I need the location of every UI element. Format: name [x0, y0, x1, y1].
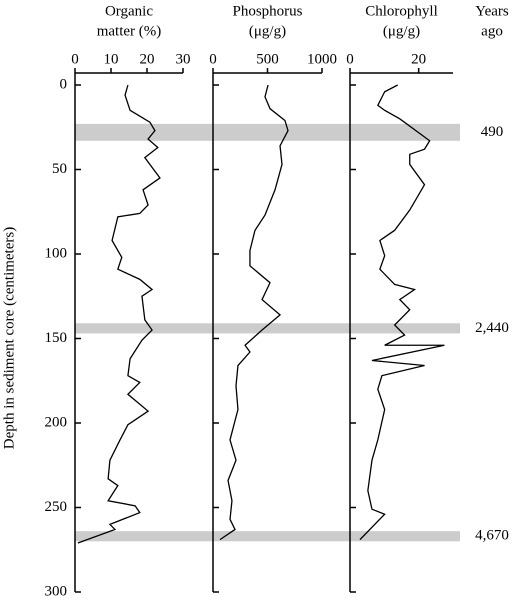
y-tick-label: 250 [45, 499, 68, 515]
band [75, 323, 460, 334]
bands-title: ago [481, 23, 503, 39]
band [75, 123, 460, 141]
data-line [359, 84, 445, 541]
data-line [77, 84, 161, 544]
band-label: 2,440 [475, 320, 509, 336]
y-tick-label: 150 [45, 330, 68, 346]
band-label: 490 [481, 124, 504, 140]
x-tick-label: 20 [411, 51, 426, 67]
x-tick-label: 0 [209, 51, 217, 67]
x-tick-label: 0 [346, 51, 354, 67]
x-tick-label: 10 [104, 51, 119, 67]
bands-title: Years [475, 3, 509, 19]
panel-title: Organic [105, 3, 153, 19]
panel-title: Chlorophyll [365, 3, 438, 19]
y-tick-label: 50 [52, 161, 67, 177]
y-axis-label: Depth in sediment core (centimeters) [1, 227, 17, 449]
panel-title: Phosphorus [232, 3, 302, 19]
panel-title: (μg/g) [383, 23, 420, 39]
data-line [219, 84, 289, 541]
band-label: 4,670 [475, 528, 509, 544]
y-tick-label: 200 [45, 414, 68, 430]
x-tick-label: 30 [176, 51, 191, 67]
y-tick-label: 300 [45, 583, 68, 599]
band [75, 531, 460, 542]
y-tick-label: 0 [60, 76, 68, 92]
x-tick-label: 20 [140, 51, 155, 67]
x-tick-label: 0 [71, 51, 79, 67]
x-tick-label: 500 [256, 51, 279, 67]
panel-title: matter (%) [97, 23, 162, 39]
panel-title: (μg/g) [249, 23, 286, 39]
x-tick-label: 1000 [307, 51, 337, 67]
y-tick-label: 100 [45, 245, 68, 261]
